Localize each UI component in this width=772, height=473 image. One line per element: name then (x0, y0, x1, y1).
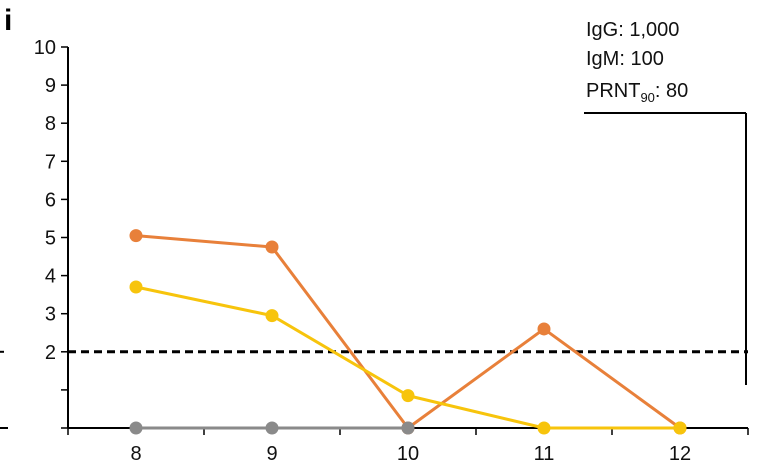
x-tick-label: 12 (669, 443, 691, 465)
prnt-prefix: PRNT (586, 80, 640, 102)
x-tick-label: 11 (534, 443, 555, 465)
series-3 (129, 421, 415, 435)
y-tick-label: 3 (45, 304, 56, 326)
x-tick-label: 9 (266, 443, 277, 465)
data-series (129, 229, 687, 435)
data-point (401, 389, 415, 403)
x-tick-label: 10 (397, 443, 419, 465)
series-1 (129, 229, 687, 435)
prnt-suffix: : 80 (655, 80, 688, 102)
data-point (129, 280, 143, 294)
data-point (673, 421, 687, 435)
data-point (265, 309, 279, 323)
igg-label: IgG: 1,000 (586, 19, 679, 41)
y-tick-label: 6 (45, 189, 56, 211)
y-tick-label: 2 (45, 342, 56, 364)
y-tick-label: 4 (45, 266, 56, 288)
data-point (537, 322, 551, 336)
annotation-box: IgG: 1,000 IgM: 100 PRNT90: 80 (584, 19, 747, 385)
y-axis-ticks: 2 3 4 5 6 7 8 9 10 (34, 37, 68, 429)
data-point (537, 421, 551, 435)
y-tick-label: 8 (45, 113, 56, 135)
data-point (129, 421, 143, 435)
data-point (401, 421, 415, 435)
chart-axes (0, 47, 748, 429)
prnt-subscript: 90 (640, 90, 654, 105)
y-tick-label: 5 (45, 228, 56, 250)
prnt-label: PRNT90: 80 (586, 80, 688, 105)
data-point (265, 421, 279, 435)
series-2 (129, 280, 687, 435)
y-tick-label: 9 (45, 75, 56, 97)
data-point (129, 229, 143, 243)
y-tick-label: 10 (34, 37, 56, 59)
x-tick-label: 8 (130, 443, 141, 465)
series-line (135, 285, 680, 430)
y-tick-label: 7 (45, 151, 56, 173)
x-axis-ticks: 8 9 10 11 12 (67, 428, 749, 465)
igm-label: IgM: 100 (586, 48, 664, 70)
data-point (265, 240, 279, 254)
panel-label: i (4, 4, 12, 37)
